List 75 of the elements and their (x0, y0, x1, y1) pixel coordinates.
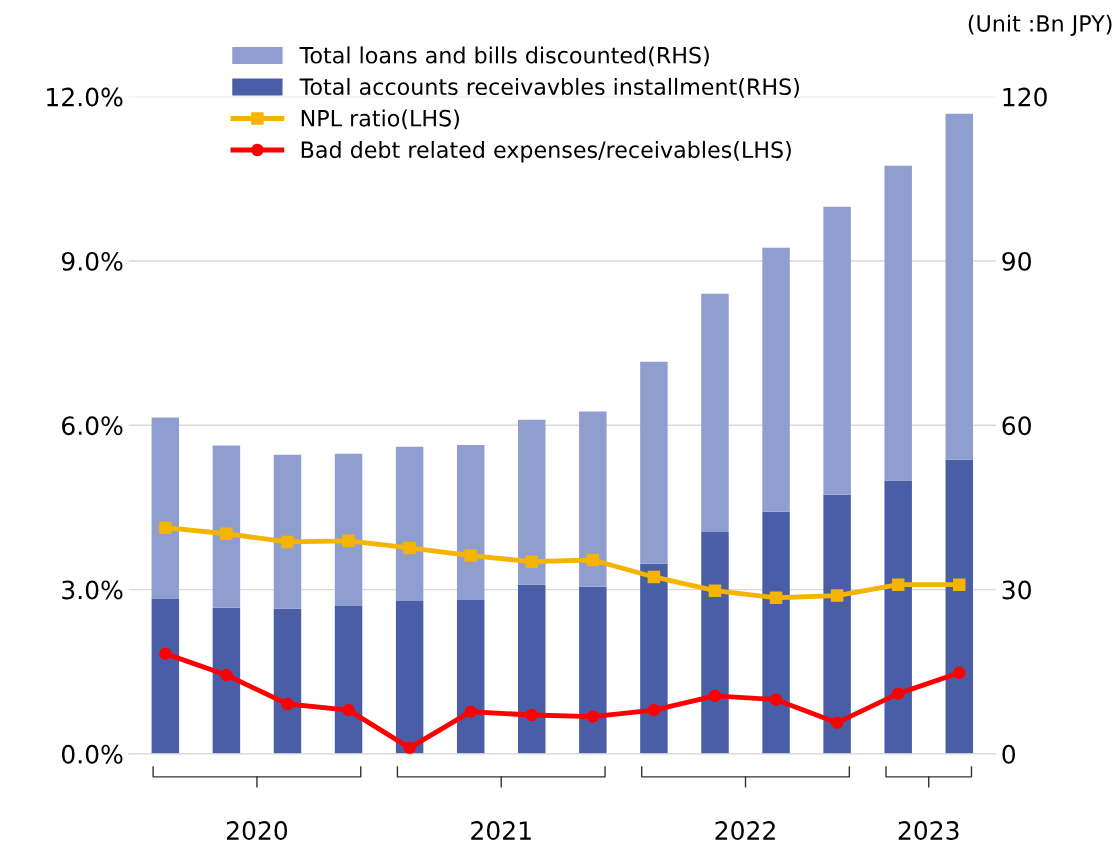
point (403, 741, 416, 754)
point (769, 591, 783, 605)
bar (456, 599, 485, 754)
legend-label: Total loans and bills discounted(RHS) (299, 46, 709, 67)
bar (762, 511, 790, 754)
bar (823, 494, 851, 754)
point (403, 541, 416, 555)
y-tick-label: 12.0% (47, 87, 123, 107)
bar (640, 563, 668, 754)
bar (151, 598, 180, 754)
legend-label: Total accounts receivavbles installment(RHS) (299, 77, 799, 98)
text: 2020 (226, 821, 288, 840)
y2-tick-label: 0 (1002, 744, 1016, 764)
point (159, 647, 172, 660)
bar (456, 444, 485, 600)
y-tick-label: 6.0% (62, 416, 123, 436)
bar (884, 480, 912, 754)
point (891, 578, 905, 591)
point (464, 549, 477, 562)
bar (273, 454, 302, 609)
bar (395, 446, 424, 602)
bar (395, 601, 424, 754)
point (953, 666, 966, 680)
point (220, 668, 233, 682)
point (586, 553, 600, 567)
legend-label: Bad debt related expenses/receivables(LHS) (301, 140, 791, 163)
point (525, 708, 539, 722)
bar (945, 459, 974, 754)
point (708, 584, 722, 597)
y2-tick-label: 30 (1002, 580, 1031, 600)
bar (579, 411, 607, 587)
point (586, 710, 600, 723)
point (953, 578, 966, 591)
bar (212, 445, 241, 608)
text: 2023 (898, 821, 959, 840)
text: (Unit :Bn JPY) (968, 14, 1112, 37)
bar (701, 293, 729, 533)
point (342, 534, 355, 548)
point (830, 589, 844, 602)
bar (701, 532, 729, 754)
legend-label: NPL ratio(LHS) (301, 109, 459, 130)
point (769, 693, 783, 706)
bar (945, 113, 974, 460)
point (708, 689, 722, 703)
y-tick-label: 3.0% (62, 580, 123, 600)
point (891, 687, 905, 700)
bar (762, 247, 790, 512)
bar (518, 419, 546, 585)
y2-tick-label: 90 (1002, 251, 1031, 271)
y-tick-label: 9.0% (61, 251, 123, 271)
point (647, 570, 661, 584)
point (830, 716, 844, 729)
text: 2022 (715, 821, 775, 840)
bar (884, 165, 912, 481)
point (525, 555, 539, 568)
y-tick-label: 0.0% (61, 744, 123, 764)
bar (823, 206, 851, 495)
point (159, 521, 172, 534)
bar (334, 606, 363, 754)
bar (151, 417, 180, 599)
point (647, 703, 661, 717)
bar (518, 584, 546, 754)
y2-tick-label: 120 (1003, 87, 1047, 107)
point (342, 703, 355, 717)
point (281, 535, 294, 549)
point (464, 705, 477, 718)
text: 2021 (471, 821, 531, 840)
bar (640, 361, 668, 564)
bar (212, 607, 241, 754)
bar (579, 586, 607, 754)
bar (334, 453, 363, 606)
bar (273, 608, 302, 754)
point (220, 527, 233, 540)
point (281, 697, 294, 711)
y2-tick-label: 60 (1002, 416, 1031, 436)
